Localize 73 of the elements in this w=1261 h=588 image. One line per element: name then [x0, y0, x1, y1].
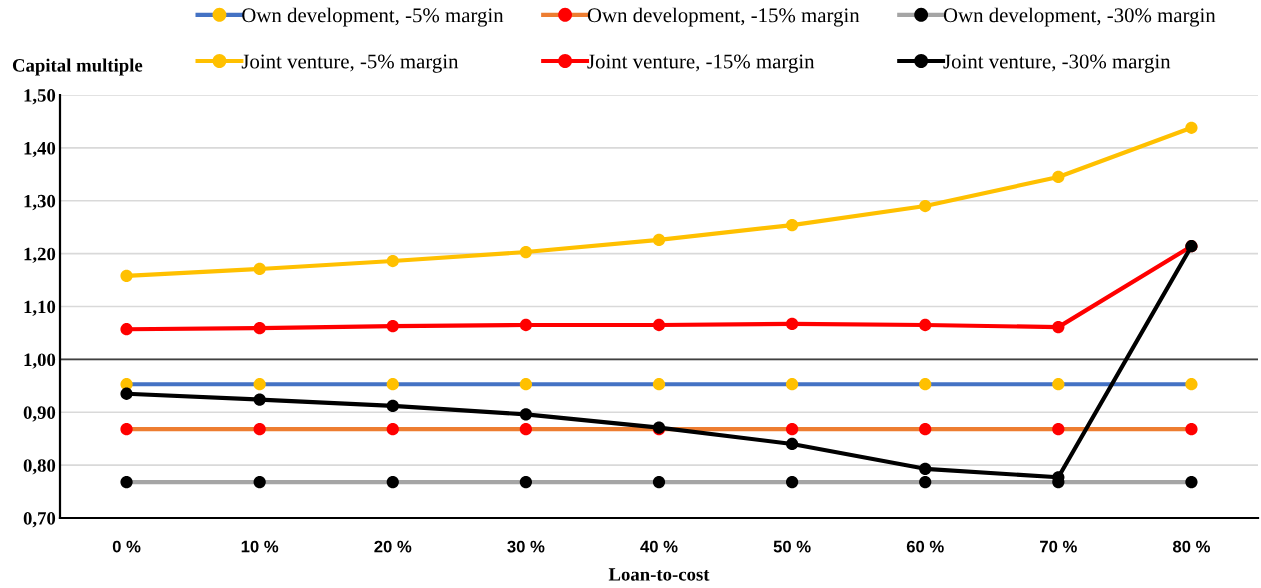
x-tick-label: 40 %: [640, 540, 678, 553]
legend-label: Joint venture, -5% margin: [241, 54, 459, 73]
point: [386, 378, 399, 391]
point: [386, 423, 399, 436]
point: [652, 233, 666, 247]
point: [1185, 378, 1198, 391]
point: [120, 323, 133, 336]
point: [919, 475, 932, 489]
point: [919, 318, 932, 332]
y-tick-label: 0,80: [23, 459, 56, 475]
y-tick-label: 1,00: [24, 353, 56, 369]
point: [919, 462, 932, 475]
point: [652, 378, 666, 391]
y-tick-label: 0,70: [23, 512, 56, 528]
point: [1052, 378, 1065, 391]
point: [1052, 320, 1065, 334]
point: [1185, 423, 1198, 436]
point: [519, 408, 533, 421]
y-tick-label: 1,50: [24, 89, 56, 105]
point: [386, 254, 399, 268]
point: [519, 378, 533, 391]
x-tick-label: 0 %: [112, 540, 141, 553]
legend-label: Joint venture, -15% margin: [587, 54, 815, 73]
y-tick-label: 1,40: [24, 141, 56, 158]
point: [253, 423, 266, 436]
point: [519, 475, 533, 489]
point: [785, 437, 799, 451]
legend-label: Own development, -15% margin: [587, 7, 860, 27]
point: [120, 475, 133, 489]
point: [253, 378, 266, 391]
point: [386, 319, 399, 333]
y-tick-label: 1,10: [24, 300, 56, 316]
y-tick-label: 0,90: [23, 406, 56, 422]
y-tick-label: 1,20: [24, 247, 56, 264]
point: [120, 387, 133, 400]
point: [253, 322, 266, 335]
x-tick-label: 50 %: [773, 540, 811, 553]
point: [1052, 170, 1065, 184]
legend-label: Joint venture, -30% margin: [943, 54, 1171, 73]
point: [253, 262, 266, 276]
point: [1052, 423, 1065, 436]
point: [253, 475, 266, 489]
x-tick-label: 60 %: [906, 540, 944, 553]
point: [919, 423, 932, 436]
point: [919, 199, 932, 213]
point: [785, 378, 799, 391]
y-tick-label: 1,30: [24, 194, 56, 211]
point: [120, 269, 133, 282]
point: [386, 399, 399, 413]
point: [386, 475, 399, 489]
x-tick-label: 80 %: [1172, 540, 1210, 553]
point: [919, 378, 932, 391]
legend-label: Own development, -5% margin: [242, 7, 504, 27]
y-axis-title: Capital multiple: [12, 58, 143, 76]
x-tick-label: 30 %: [507, 540, 545, 553]
point: [519, 318, 533, 332]
x-axis-title: Loan-to-cost: [608, 568, 710, 581]
point: [253, 393, 266, 406]
point: [785, 218, 799, 232]
point: [519, 245, 533, 259]
point: [785, 475, 799, 489]
x-tick-label: 20 %: [374, 540, 412, 553]
point: [1185, 121, 1198, 134]
x-tick-label: 70 %: [1040, 540, 1077, 553]
point: [652, 318, 666, 332]
point: [785, 423, 799, 436]
point: [519, 423, 533, 436]
point: [652, 475, 666, 489]
point: [785, 317, 799, 331]
x-tick-label: 10 %: [241, 540, 279, 553]
legend-label: Own development, -30% margin: [943, 7, 1216, 27]
point: [120, 423, 133, 436]
point: [1185, 475, 1198, 489]
